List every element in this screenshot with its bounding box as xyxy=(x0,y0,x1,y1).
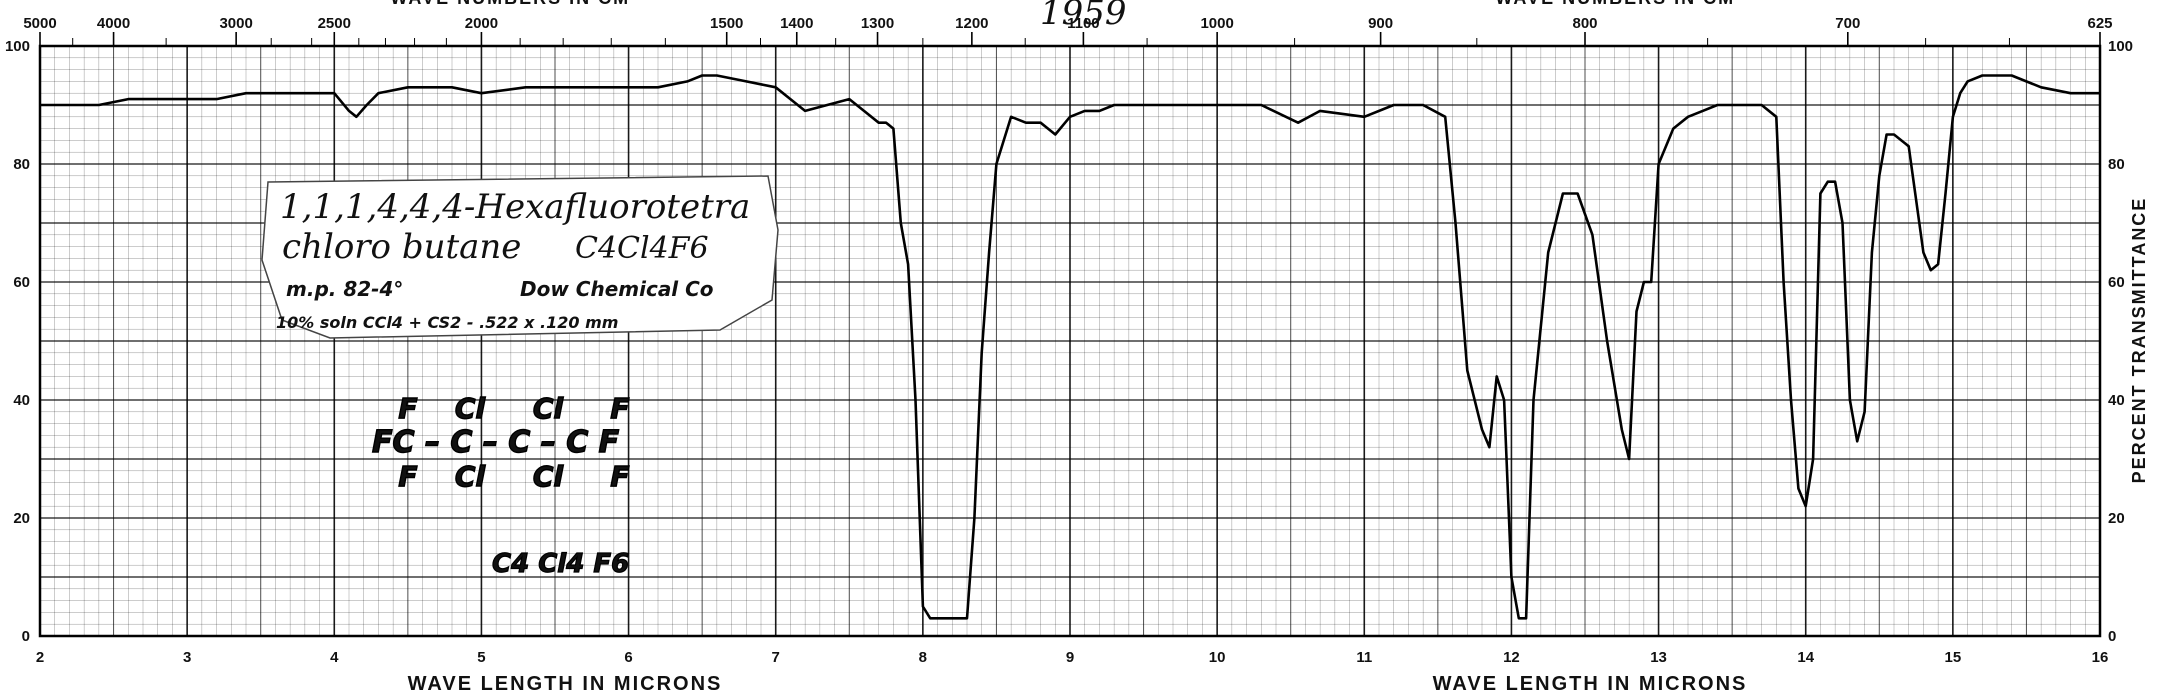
structure-row-top-4: F xyxy=(610,392,629,425)
x-tick-label: 14 xyxy=(1797,649,1814,666)
x-tick-label: 6 xyxy=(624,649,632,666)
wavenumber-tick-label: 4000 xyxy=(97,15,130,32)
x-tick-label: 10 xyxy=(1209,649,1226,666)
x-axis-title-left: WAVE LENGTH IN MICRONS xyxy=(408,673,723,695)
wavenumber-tick-label: 900 xyxy=(1368,15,1393,32)
y-tick-label-left: 100 xyxy=(5,38,30,55)
x-tick-label: 13 xyxy=(1650,649,1667,666)
sample-label-card: 1,1,1,4,4,4-Hexafluorotetra chloro butan… xyxy=(261,175,779,339)
wavenumber-tick-label: 625 xyxy=(2087,15,2112,32)
x-tick-label: 12 xyxy=(1503,649,1520,666)
compound-name-line1: 1,1,1,4,4,4-Hexafluorotetra xyxy=(280,187,750,227)
x-tick-label: 4 xyxy=(330,649,339,666)
x-tick-label: 3 xyxy=(183,649,191,666)
compound-formula: C4Cl4F6 xyxy=(575,231,709,266)
top-axis-title-left: WAVE NUMBERS IN CM⁻¹ xyxy=(390,0,649,8)
y-tick-label-right: 80 xyxy=(2108,156,2125,173)
sample-conditions: 10% soln CCl4 + CS2 - .522 x .120 mm xyxy=(276,313,618,332)
spectrum-line xyxy=(40,74,2100,620)
wavenumber-tick-label: 1300 xyxy=(861,15,894,32)
x-tick-label: 16 xyxy=(2092,649,2109,666)
wavenumber-tick-label: 1400 xyxy=(780,15,813,32)
structure-row-bottom-1: F xyxy=(398,460,417,493)
x-tick-labels: 2 3 4 5 6 7 8 9 10 11 12 13 14 15 16 xyxy=(36,649,2109,666)
x-tick-label: 11 xyxy=(1356,649,1372,666)
x-tick-label: 5 xyxy=(477,649,485,666)
wavenumber-tick-label: 1000 xyxy=(1200,15,1233,32)
tick-marks xyxy=(39,32,2101,46)
structure-row-top-3: Cl xyxy=(533,392,564,425)
x-tick-label: 7 xyxy=(772,649,780,666)
x-tick-label: 15 xyxy=(1945,649,1962,666)
structural-formula: F Cl Cl F FC – C – C – C F F Cl Cl F C4 … xyxy=(371,391,630,579)
structure-row-bottom-3: Cl xyxy=(533,460,564,493)
wavenumber-tick-label: 2000 xyxy=(465,15,498,32)
y-tick-label-left: 80 xyxy=(13,156,30,173)
plot-frame xyxy=(38,44,2102,638)
x-tick-label: 9 xyxy=(1066,649,1074,666)
x-tick-label: 8 xyxy=(919,649,927,666)
wavenumber-tick-label: 800 xyxy=(1572,15,1597,32)
melting-point: m.p. 82-4° xyxy=(286,277,403,301)
wavenumber-tick-label: 5000 xyxy=(23,15,56,32)
year-note: 1959 xyxy=(1040,0,1127,33)
y-tick-label-left: 40 xyxy=(13,392,30,409)
y-tick-label-left: 20 xyxy=(13,510,30,527)
wavenumber-tick-label: 2500 xyxy=(318,15,351,32)
y-tick-label-right: 60 xyxy=(2108,274,2125,291)
source-company: Dow Chemical Co xyxy=(520,277,714,301)
wavenumber-tick-label: 1500 xyxy=(710,15,743,32)
y-tick-label-right: 40 xyxy=(2108,392,2125,409)
top-axis-title-right: WAVE NUMBERS IN CM⁻¹ xyxy=(1495,0,1754,8)
structure-row-top-1: F xyxy=(398,392,417,425)
compound-name-line2: chloro butane xyxy=(282,227,521,267)
wavenumber-tick-labels: 5000 4000 3000 2500 2000 1500 1400 1300 1200 1100… xyxy=(23,15,2112,32)
wavenumber-tick-label: 1200 xyxy=(955,15,988,32)
structure-row-bottom-2: Cl xyxy=(455,460,486,493)
grid xyxy=(39,45,2101,637)
y-tick-label-left: 60 xyxy=(13,274,30,291)
structure-row-top-2: Cl xyxy=(455,392,486,425)
molecular-formula-note: C4 Cl4 F6 xyxy=(492,549,629,579)
y-tick-label-right: 0 xyxy=(2108,628,2116,645)
x-axis-title-right: WAVE LENGTH IN MICRONS xyxy=(1433,673,1748,695)
y-tick-label-right: 20 xyxy=(2108,510,2125,527)
x-tick-label: 2 xyxy=(36,649,44,666)
y-tick-label-left: 0 xyxy=(22,628,30,645)
structure-backbone: FC – C – C – C F xyxy=(372,425,620,460)
y-tick-labels: 0 20 40 60 80 100 0 20 40 60 80 100 xyxy=(5,38,2133,645)
structure-row-bottom-4: F xyxy=(610,460,629,493)
wavenumber-tick-label: 1100 xyxy=(1067,15,1100,32)
y-tick-label-right: 100 xyxy=(2108,38,2133,55)
wavenumber-tick-label: 3000 xyxy=(219,15,252,32)
y-axis-title: PERCENT TRANSMITTANCE xyxy=(2129,197,2149,484)
wavenumber-tick-label: 700 xyxy=(1835,15,1860,32)
